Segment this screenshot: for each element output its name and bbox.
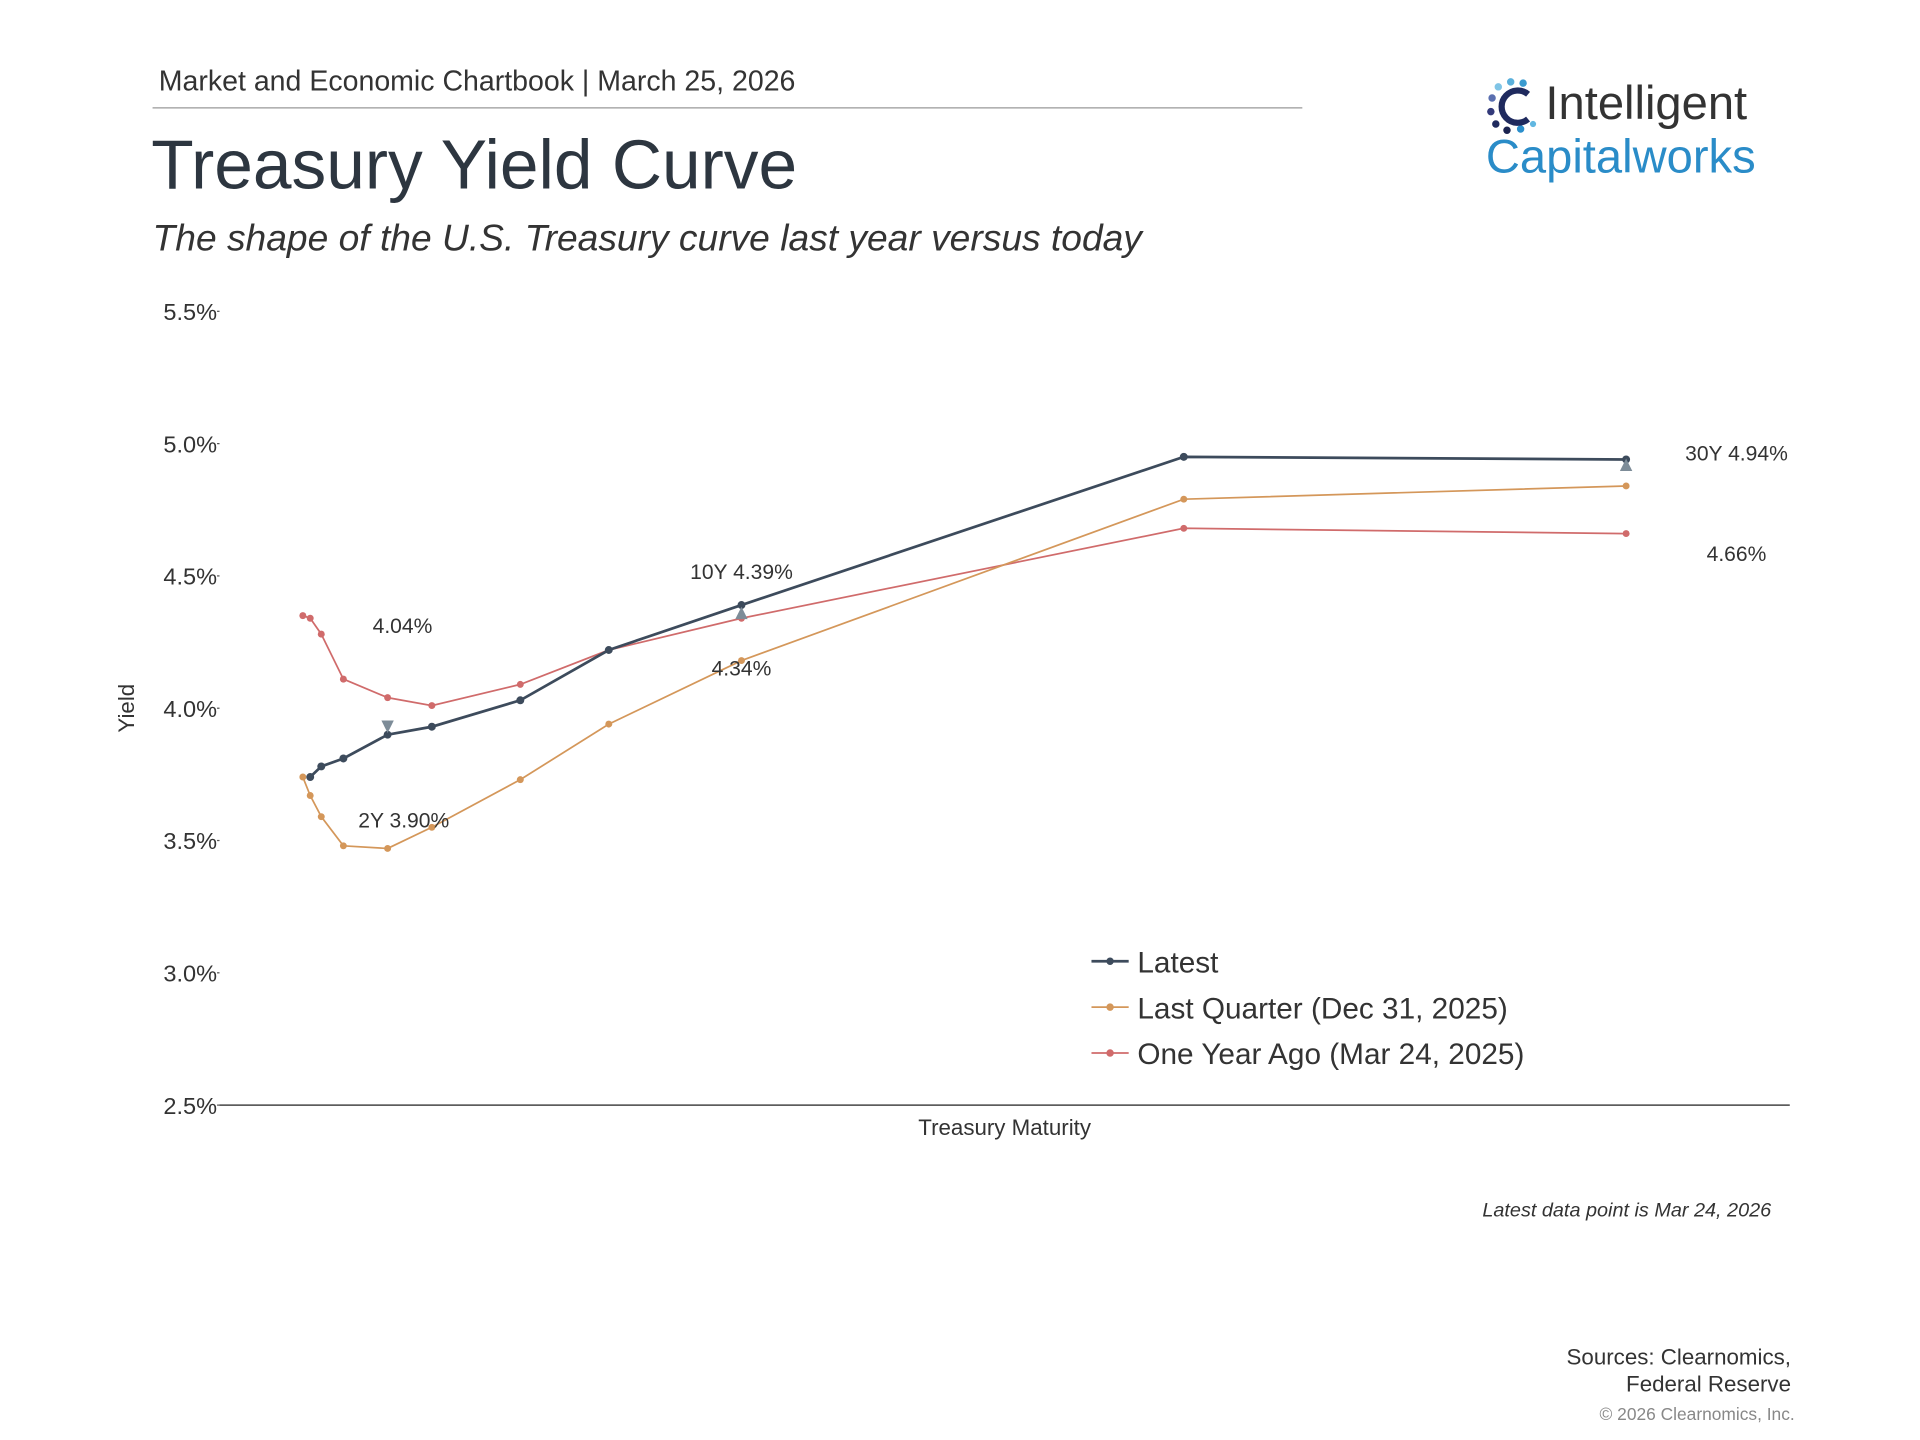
series-point: [1180, 524, 1188, 532]
sources-line: Sources: Clearnomics,: [1567, 1344, 1791, 1369]
series-point: [737, 601, 746, 609]
annotation: 2Y 3.90%: [358, 810, 449, 833]
annotation: 30Y 4.94%: [1685, 443, 1788, 466]
annotation: 4.34%: [712, 657, 772, 680]
series-point: [339, 754, 348, 763]
series-point: [737, 657, 745, 665]
y-tick-label: 3.0%: [163, 960, 217, 986]
series-point: [1622, 530, 1630, 538]
series-point: [317, 630, 325, 638]
series-point: [516, 696, 525, 705]
series-point: [299, 773, 307, 781]
series-point: [306, 614, 314, 622]
series-point: [1179, 452, 1188, 461]
x-axis-label: Treasury Maturity: [918, 1115, 1092, 1140]
change-indicator: [735, 606, 748, 620]
series-point: [383, 730, 392, 739]
series-point: [604, 646, 613, 654]
legend-swatch-dot: [1106, 1049, 1114, 1057]
series-point: [306, 773, 315, 781]
header: Market and Economic Chartbook | March 25…: [159, 66, 796, 98]
legend-label: One Year Ago (Mar 24, 2025): [1137, 1038, 1524, 1071]
series-line: [309, 455, 1627, 778]
copyright: © 2026 Clearnomics, Inc.: [1600, 1404, 1795, 1424]
series-point: [317, 762, 326, 771]
annotation: 4.66%: [1707, 543, 1767, 566]
series-point: [1622, 482, 1630, 490]
logo-icon: [1487, 78, 1537, 134]
series-point: [516, 680, 524, 688]
series-point: [299, 612, 307, 620]
y-tick-label: 4.5%: [163, 564, 217, 590]
legend-label: Last Quarter (Dec 31, 2025): [1137, 992, 1507, 1025]
series-point: [339, 675, 347, 683]
series-line: [302, 485, 1627, 850]
series-point: [605, 720, 613, 728]
note: Latest data point is Mar 24, 2026: [1482, 1200, 1772, 1222]
logo-line2: Capitalworks: [1486, 129, 1756, 182]
series-point: [384, 844, 392, 852]
chart-title: Treasury Yield Curve: [151, 126, 797, 204]
series-point: [317, 813, 325, 821]
series-point: [428, 702, 436, 710]
series-point: [427, 722, 436, 731]
series-point: [1180, 495, 1188, 503]
change-indicator: [381, 720, 394, 733]
y-tick-label: 3.5%: [163, 828, 217, 854]
series-point: [428, 823, 436, 831]
y-tick-label: 5.0%: [163, 431, 217, 457]
y-tick-label: 4.0%: [163, 696, 217, 722]
series-point: [339, 842, 347, 850]
logo-line1: Intelligent: [1545, 76, 1747, 129]
change-indicator: [1619, 458, 1633, 471]
series-point: [384, 694, 392, 702]
annotation: 10Y 4.39%: [690, 561, 793, 584]
chart-subtitle: The shape of the U.S. Treasury curve las…: [153, 217, 1145, 259]
y-axis-label: Yield: [114, 684, 139, 733]
series-point: [516, 776, 524, 784]
y-tick-label: 2.5%: [163, 1093, 217, 1119]
series-line: [302, 527, 1627, 707]
sources-line: Federal Reserve: [1626, 1372, 1791, 1397]
y-tick-label: 5.5%: [163, 299, 217, 325]
annotation: 4.04%: [373, 615, 433, 638]
series-point: [306, 792, 314, 800]
legend-label: Latest: [1137, 946, 1219, 979]
legend-swatch-dot: [1106, 957, 1114, 965]
legend-swatch-dot: [1106, 1003, 1114, 1011]
